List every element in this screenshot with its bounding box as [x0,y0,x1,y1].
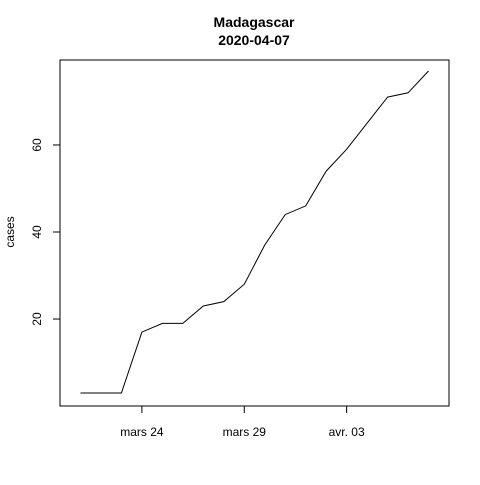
x-tick-label: avr. 03 [329,425,365,439]
chart-subtitle: 2020-04-07 [218,32,290,48]
y-axis: 20 40 60 [30,138,60,326]
y-tick-label: 20 [30,312,44,326]
x-tick-label: mars 24 [120,425,164,439]
x-tick-label: mars 29 [223,425,267,439]
chart-title: Madagascar [214,14,295,30]
series-line-cases [80,70,429,394]
plot-frame [59,59,450,407]
y-tick-label: 60 [30,138,44,152]
y-tick-label: 40 [30,225,44,239]
y-axis-label: cases [3,216,17,247]
x-axis: mars 24 mars 29 avr. 03 [120,406,365,439]
series-group [80,70,429,394]
